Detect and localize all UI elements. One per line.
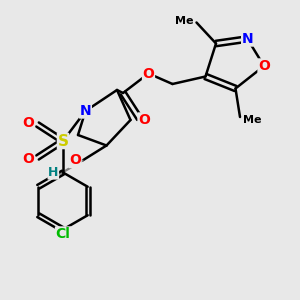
Text: O: O xyxy=(22,116,34,130)
Text: O: O xyxy=(22,152,34,166)
Text: O: O xyxy=(258,59,270,73)
Text: O: O xyxy=(69,154,81,167)
Text: S: S xyxy=(58,134,68,148)
Text: O: O xyxy=(142,67,154,80)
Text: Me: Me xyxy=(175,16,194,26)
Text: Cl: Cl xyxy=(56,227,70,241)
Text: H: H xyxy=(48,166,58,179)
Text: Me: Me xyxy=(243,115,262,125)
Text: N: N xyxy=(242,32,253,46)
Text: N: N xyxy=(80,104,91,118)
Text: O: O xyxy=(138,113,150,127)
